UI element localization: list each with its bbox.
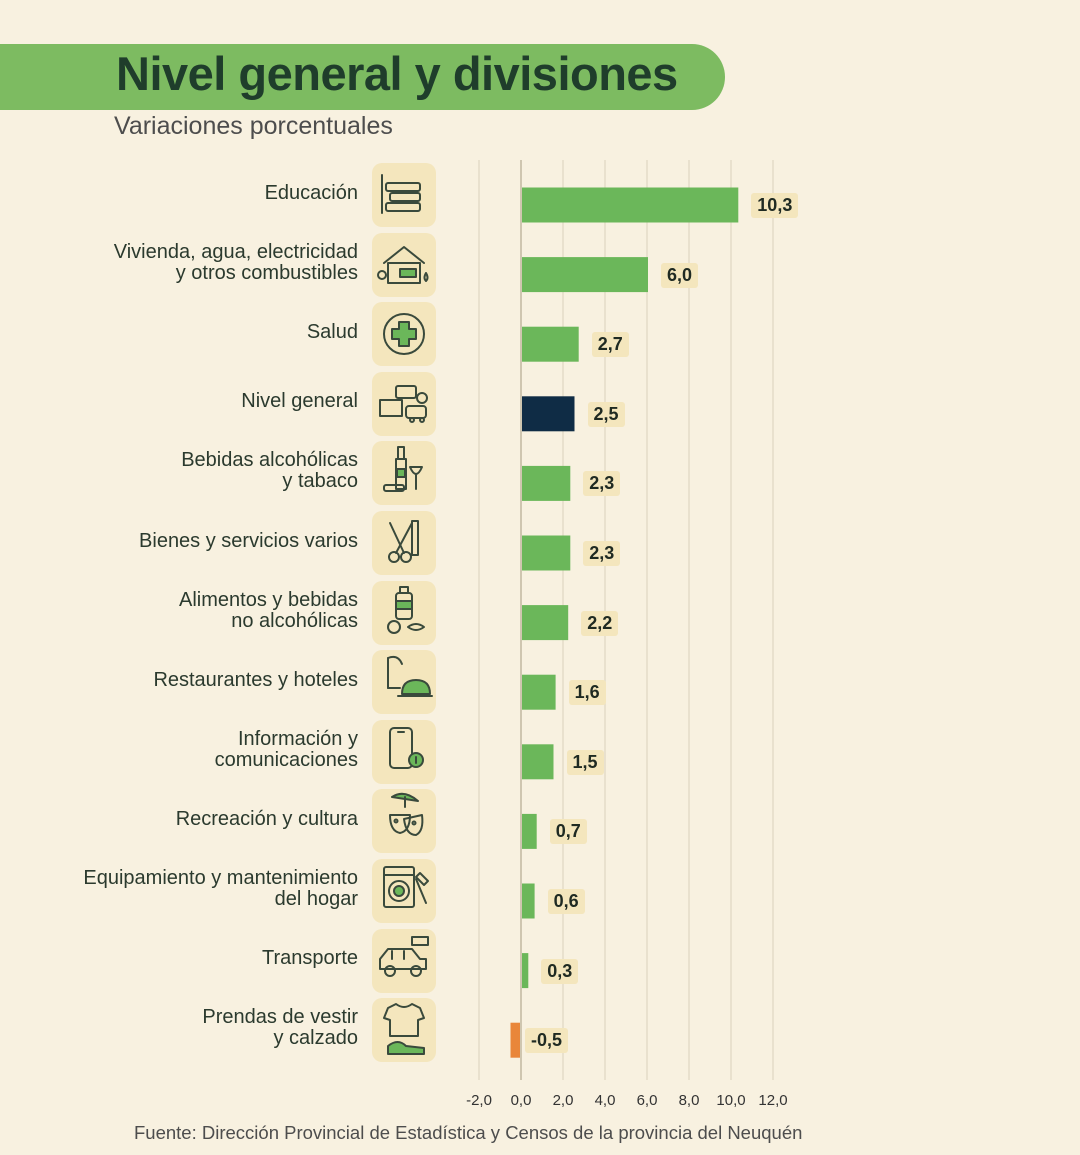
value-label: 2,3 (583, 471, 621, 497)
chart-subtitle: Variaciones porcentuales (114, 112, 393, 140)
car-icon (372, 928, 436, 993)
bar-11 (522, 953, 529, 989)
category-label: Información y comunicaciones (214, 727, 358, 771)
source-note: Fuente: Dirección Provincial de Estadíst… (134, 1122, 803, 1143)
tick-label: -2,0 (466, 1092, 492, 1109)
bar-2 (522, 326, 579, 362)
tick-label: 0,0 (510, 1092, 532, 1109)
tshirt-shoe-icon (372, 998, 436, 1063)
bar-9 (522, 813, 537, 849)
tick-label: 4,0 (594, 1092, 616, 1109)
category-label: Alimentos y bebidas no alcohólicas (179, 588, 358, 632)
value-label: 0,3 (541, 958, 579, 984)
value-label: 2,3 (583, 541, 621, 566)
category-label: Vivienda, agua, electricidad y otros com… (113, 240, 358, 284)
general-basket-icon (372, 371, 436, 436)
wine-bottle-icon (372, 441, 436, 506)
bar-6 (522, 605, 569, 641)
category-label: Equipamiento y mantenimiento del hogar (83, 867, 358, 910)
value-label: 2,7 (591, 332, 629, 358)
chart-title: Nivel general y divisiones (116, 47, 678, 100)
bar-3 (522, 396, 575, 432)
health-cross-icon (372, 302, 436, 367)
value-label: 10,3 (751, 193, 799, 218)
scissors-comb-icon (372, 511, 436, 575)
bar-4 (522, 465, 571, 501)
category-label: Nivel general (241, 390, 358, 413)
value-label: 2,2 (581, 610, 619, 636)
smartphone-info-icon (372, 719, 436, 784)
theater-masks-icon (372, 789, 436, 854)
tick-label: 12,0 (758, 1092, 788, 1109)
food-bottle-icon (372, 580, 436, 645)
value-label: 2,5 (587, 401, 625, 427)
washing-machine-icon (372, 859, 436, 923)
value-label: 6,0 (661, 262, 699, 288)
category-label: Bebidas alcohólicas y tabaco (181, 449, 358, 493)
title-banner (0, 44, 725, 110)
bar-1 (522, 257, 648, 293)
bar-0 (522, 187, 739, 223)
hotel-bell-icon (372, 650, 436, 715)
category-label: Salud (306, 320, 358, 343)
value-label: 1,5 (566, 749, 604, 775)
value-label: 0,6 (547, 889, 585, 914)
category-label: Educación (264, 181, 358, 204)
bar-10 (522, 883, 535, 919)
bar-7 (522, 674, 556, 710)
category-label: Prendas de vestir y calzado (202, 1006, 358, 1050)
category-label: Restaurantes y hoteles (153, 668, 358, 691)
category-label: Transporte (262, 947, 358, 970)
house-icon (372, 232, 436, 297)
tick-label: 6,0 (636, 1092, 658, 1109)
category-label: Bienes y servicios varios (139, 529, 358, 552)
value-label: 0,7 (549, 819, 587, 845)
bar-5 (522, 535, 571, 571)
books-icon (372, 163, 436, 227)
category-label: Recreación y cultura (175, 807, 358, 830)
tick-label: 10,0 (716, 1092, 746, 1109)
tick-label: 8,0 (678, 1092, 700, 1109)
tick-label: 2,0 (552, 1092, 574, 1109)
bar-12 (510, 1022, 520, 1058)
value-label: 1,6 (568, 680, 606, 706)
value-label: -0,5 (525, 1028, 569, 1054)
bar-8 (522, 744, 554, 780)
